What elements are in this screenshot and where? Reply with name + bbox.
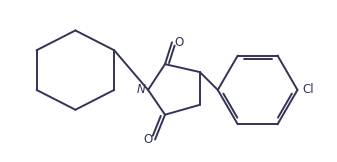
Text: O: O [144, 133, 153, 146]
Text: Cl: Cl [302, 83, 314, 96]
Text: N: N [137, 83, 146, 96]
Text: O: O [174, 36, 184, 49]
